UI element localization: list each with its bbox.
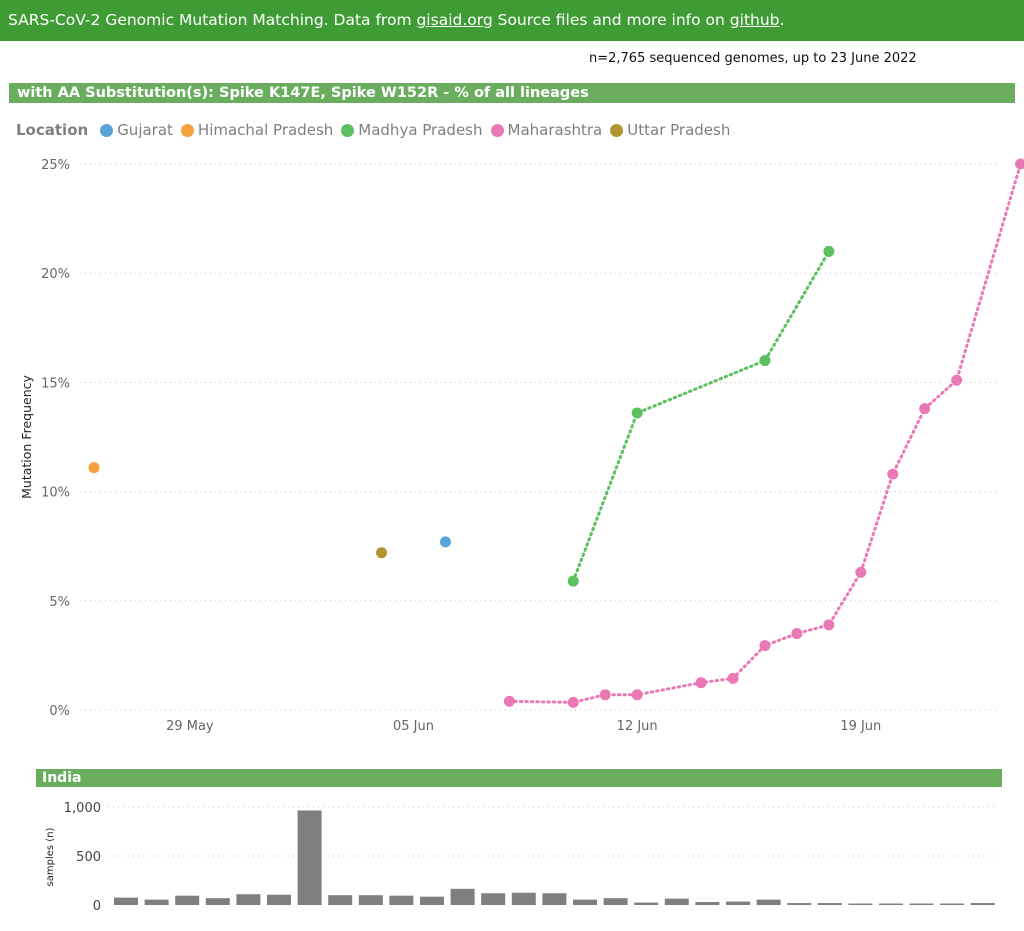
legend-item-uttar-pradesh[interactable]: Uttar Pradesh [610,121,730,139]
data-point-maharashtra [599,689,611,701]
sample-bar [328,895,353,905]
sample-bar [695,902,720,905]
data-point-himachal-pradesh [88,462,100,474]
sample-bar [573,899,597,905]
banner-prefix: SARS-CoV-2 Genomic Mutation Matching. Da… [8,11,417,29]
legend-dot-icon [180,123,194,137]
data-point-maharashtra [759,640,771,652]
data-point-maharashtra [887,468,899,480]
india-section-title: India [36,769,1002,787]
bar-y-tick-label: 1,000 [64,801,101,816]
x-tick-label: 19 Jun [840,719,881,734]
legend-item-madhya-pradesh[interactable]: Madhya Pradesh [341,121,483,139]
y-axis-label: Mutation Frequency [19,375,34,499]
sample-bar [756,899,781,905]
sample-bar [175,895,200,905]
legend-item-gujarat[interactable]: Gujarat [100,121,173,139]
sample-bar [236,894,261,905]
sample-bar [358,895,383,905]
sample-bar [634,902,659,905]
legend-label: Maharashtra [507,121,603,139]
x-tick-label: 12 Jun [617,719,658,734]
legend-dot-icon [341,123,355,137]
sample-bar [848,903,873,905]
series-line-maharashtra [507,162,1023,704]
data-point-madhya-pradesh [631,407,643,419]
data-point-maharashtra [919,403,931,415]
legend: Location Gujarat Himachal Pradesh Madhya… [16,119,738,141]
sample-bar [603,898,628,905]
y-tick-label: 20% [41,267,70,282]
legend-dot-icon [610,123,624,137]
y-tick-label: 10% [41,486,70,501]
data-point-uttar-pradesh [376,547,388,559]
banner-middle: Source files and more info on [492,11,730,29]
data-point-maharashtra [503,695,515,707]
sample-bar [205,898,230,905]
sample-bar [389,895,414,905]
legend-title: Location [16,121,89,139]
data-point-madhya-pradesh [567,575,579,587]
legend-label: Madhya Pradesh [358,121,483,139]
banner-suffix: . [779,11,785,29]
legend-dot-icon [490,123,504,137]
sample-bar [114,897,138,905]
legend-item-himachal-pradesh[interactable]: Himachal Pradesh [180,121,334,139]
sample-bar [940,903,965,905]
y-tick-label: 5% [49,595,70,610]
data-point-maharashtra [567,696,579,708]
data-point-madhya-pradesh [759,355,771,367]
y-tick-label: 15% [41,376,70,391]
sample-bar [817,903,842,905]
data-point-maharashtra [951,374,963,386]
data-point-madhya-pradesh [823,245,835,257]
x-tick-label: 29 May [166,719,214,734]
sample-bar [297,810,322,905]
genome-count-note: n=2,765 sequenced genomes, up to 23 June… [589,51,917,66]
series-line-madhya-pradesh [571,249,831,583]
legend-dot-icon [100,123,114,137]
data-point-gujarat [439,536,451,548]
sample-bar [787,903,812,905]
mutation-frequency-chart: 0% 5% 10% 15% 20% 25% 29 May 05 Jun 12 Jun 19 Jun… [19,158,1024,734]
sample-bar [909,903,934,905]
x-tick-label: 05 Jun [393,719,434,734]
data-point-maharashtra [727,672,739,684]
legend-label: Himachal Pradesh [197,121,334,139]
data-point-maharashtra [1015,158,1024,170]
data-point-maharashtra [823,619,835,631]
github-link[interactable]: github [729,11,780,29]
y-tick-label: 0% [49,704,70,719]
sample-bar [420,896,444,905]
sample-bar [267,894,291,905]
bar-y-axis-label: samples (n) [45,827,56,886]
sample-bar [144,899,169,905]
data-point-maharashtra [791,628,803,640]
sample-bar [542,893,567,905]
sample-bar [726,901,750,905]
sample-bar [511,892,536,905]
legend-label: Uttar Pradesh [627,121,731,139]
bar-y-tick-label: 500 [76,850,101,865]
sample-bar [970,903,995,905]
sample-bar [879,903,903,905]
legend-label: Gujarat [117,121,173,139]
gisaid-link[interactable]: gisaid.org [416,11,493,29]
data-point-maharashtra [631,689,643,701]
bar-y-tick-label: 0 [93,899,101,914]
legend-item-maharashtra[interactable]: Maharashtra [490,121,603,139]
top-banner: SARS-CoV-2 Genomic Mutation Matching. Da… [0,0,1024,41]
sample-bar [481,893,506,905]
data-point-maharashtra [695,677,707,689]
section-title: with AA Substitution(s): Spike K147E, Sp… [9,83,1015,103]
sample-bar [450,888,475,905]
data-point-maharashtra [855,566,867,578]
y-tick-label: 25% [41,158,70,173]
sample-bar [664,898,689,905]
